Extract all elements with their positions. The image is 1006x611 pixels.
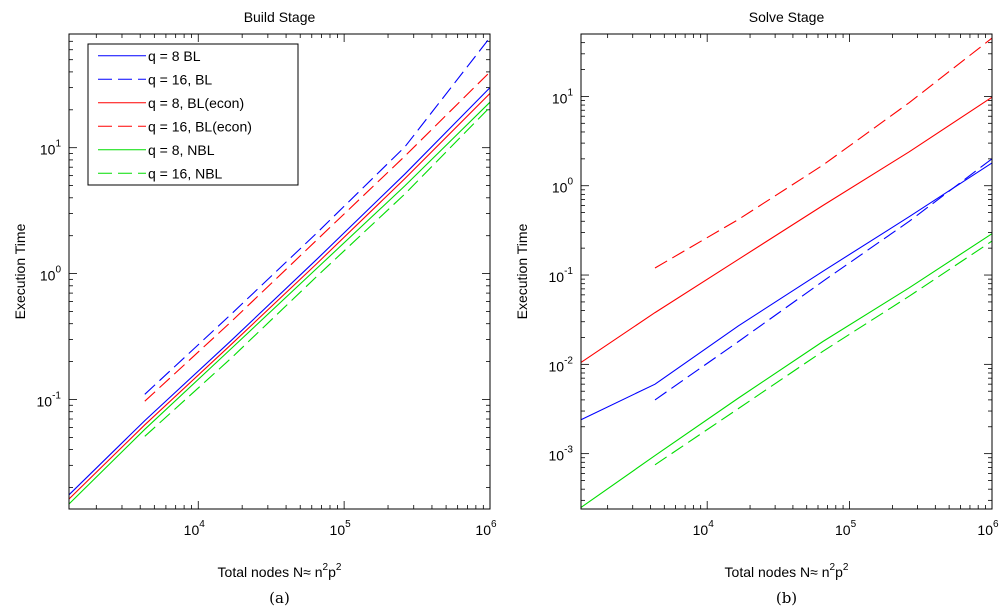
x-tick-label: 105 [835,519,857,538]
y-tick-label: 10-3 [549,445,574,464]
y-tick-label: 100 [40,265,62,284]
x-tick-label: 104 [184,519,206,538]
series-line-4 [68,101,491,505]
legend-label-5: q = 16, NBL [148,165,223,181]
series-line-1 [144,37,491,395]
legend: q = 8 BL q = 16, BL q = 8, BL(econ) q = 16,… [87,43,299,186]
x-axis-label: Total nodes N≈ n2p2 [725,562,849,580]
series-line-5 [654,240,993,466]
legend-label-4: q = 8, NBL [148,142,215,158]
y-axis-label: Execution Time [514,223,530,319]
chart-panel-1: Solve Stage 104 105 106 10-3 10-2 10-1 100 101 To… [514,9,999,607]
y-tick-label: 101 [552,87,574,106]
series-line-3 [654,37,993,269]
x-tick-label: 106 [977,519,999,538]
plot-area [580,33,993,510]
series-line-1 [654,158,993,401]
chart-title: Build Stage [244,9,316,25]
panel-caption: (a) [269,589,290,607]
x-axis-label: Total nodes N≈ n2p2 [218,562,342,580]
y-tick-label: 101 [40,139,62,158]
legend-label-0: q = 8 BL [148,48,201,64]
chart-title: Solve Stage [749,9,825,25]
y-tick-label: 10-1 [37,391,62,410]
legend-label-2: q = 8, BL(econ) [148,95,244,111]
y-tick-label: 10-2 [549,355,574,374]
chart-panel-0: Build Stage 104 105 106 10-1 100 101 Total node… [12,9,497,607]
y-axis-label: Execution Time [12,223,28,319]
minor-ticks [69,33,491,509]
y-tick-label: 100 [552,177,574,196]
panel-caption: (b) [776,589,797,607]
legend-label-1: q = 16, BL [148,71,212,87]
minor-ticks [581,33,993,509]
legend-label-3: q = 16, BL(econ) [148,118,252,134]
y-tick-label: 10-1 [549,266,574,285]
series-line-0 [580,162,993,421]
series-line-2 [580,96,993,363]
series-line-0 [68,87,491,496]
x-tick-label: 104 [693,519,715,538]
series-line-2 [68,93,491,500]
x-tick-label: 105 [330,519,352,538]
plot-area [68,33,491,510]
x-tick-label: 106 [475,519,497,538]
series-line-4 [580,233,993,508]
